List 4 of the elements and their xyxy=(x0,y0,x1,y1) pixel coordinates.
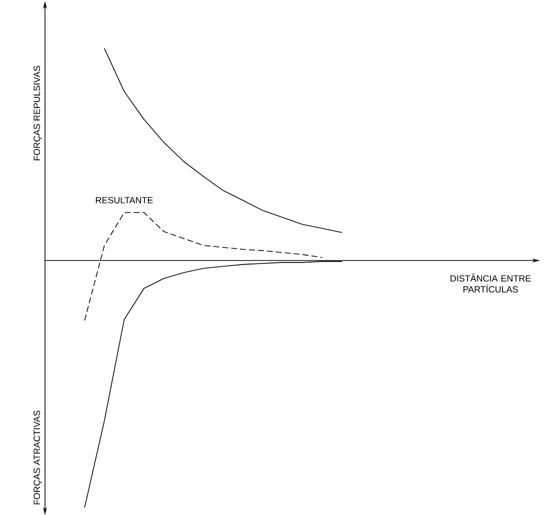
y-axis-title: FORÇAS REPULSIVAS xyxy=(34,66,42,160)
series-label: RESULTANTE xyxy=(96,197,153,204)
x-axis-title: DISTÂNCIA ENTRE PARTÍCULAS xyxy=(450,274,531,293)
text: FORÇAS ATRACTIVAS xyxy=(34,410,42,504)
